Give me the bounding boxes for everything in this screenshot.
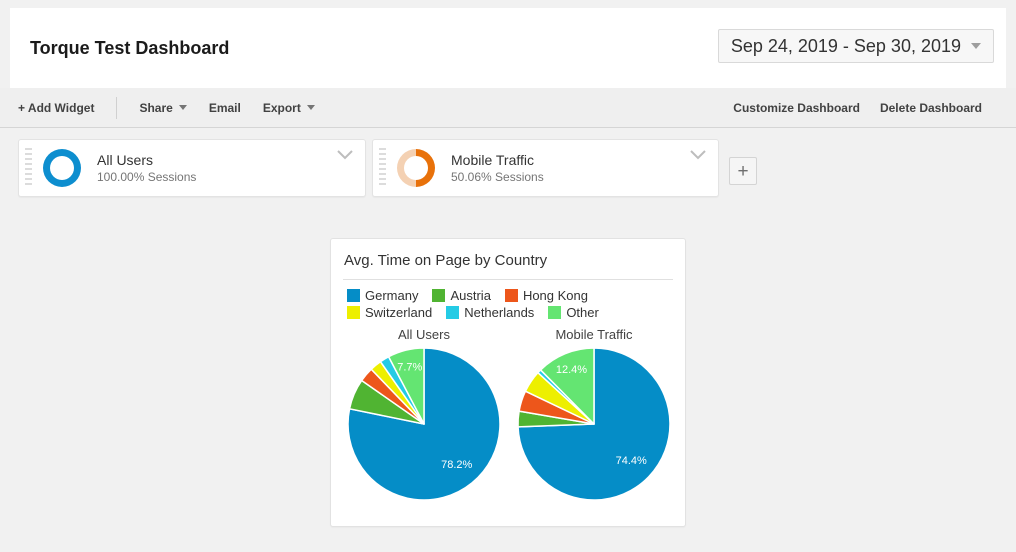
legend-label: Germany [365, 288, 419, 303]
segment-sessions: 100.00% Sessions [97, 170, 197, 184]
pie-chart-all-users[interactable]: 78.2% 7.7% [346, 346, 502, 502]
segment-name: Mobile Traffic [451, 152, 534, 168]
segment-donut-icon [397, 149, 435, 187]
legend-label: Switzerland [365, 305, 433, 320]
date-range-text: Sep 24, 2019 - Sep 30, 2019 [730, 35, 961, 56]
chevron-down-icon[interactable] [688, 147, 708, 161]
caret-down-icon [178, 105, 187, 110]
dashboard-toolbar: + Add Widget Share Email Export Customiz… [0, 88, 1016, 128]
legend-label: Netherlands [464, 305, 535, 320]
widget-avg-time-on-page: Avg. Time on Page by Country Germany Aus… [330, 238, 686, 527]
add-widget-button[interactable]: + Add Widget [18, 100, 95, 115]
caret-down-icon [971, 43, 981, 49]
legend-item-hong-kong: Hong Kong [504, 288, 588, 303]
add-segment-button[interactable]: + [729, 157, 757, 185]
pie-subtitle-mobile-traffic: Mobile Traffic [555, 327, 633, 342]
plus-icon: + [737, 160, 749, 182]
donut-hole [404, 156, 428, 180]
page-title: Torque Test Dashboard [30, 37, 230, 58]
legend-item-netherlands: Netherlands [446, 305, 534, 320]
chart-legend: Germany Austria Hong Kong Switzerland Ne… [331, 280, 685, 320]
widget-divider [343, 279, 673, 280]
segment-card-all-users[interactable]: All Users 100.00% Sessions [18, 139, 366, 197]
svg-text:12.4%: 12.4% [556, 364, 587, 376]
share-menu-button[interactable]: Share [139, 100, 187, 115]
drag-handle-icon[interactable] [25, 148, 32, 188]
svg-text:7.7%: 7.7% [397, 361, 422, 373]
export-label: Export [262, 100, 301, 115]
legend-item-switzerland: Switzerland [347, 305, 432, 320]
segment-donut-icon [43, 149, 81, 187]
legend-label: Other [566, 305, 599, 320]
toolbar-divider [116, 96, 118, 119]
segment-sessions: 50.06% Sessions [451, 170, 544, 184]
customize-dashboard-button[interactable]: Customize Dashboard [733, 100, 860, 115]
delete-dashboard-button[interactable]: Delete Dashboard [879, 100, 982, 115]
legend-label: Hong Kong [522, 288, 588, 303]
donut-hole [50, 156, 74, 180]
legend-swatch [347, 306, 360, 319]
email-button[interactable]: Email [208, 100, 241, 115]
export-menu-button[interactable]: Export [263, 101, 315, 115]
legend-swatch [446, 306, 460, 319]
share-label: Share [139, 100, 173, 115]
date-range-selector[interactable]: Sep 24, 2019 - Sep 30, 2019 [717, 29, 994, 63]
pie-chart-mobile-traffic[interactable]: 74.4% 12.4% [516, 346, 672, 502]
legend-swatch [504, 289, 518, 302]
legend-label: Austria [450, 288, 491, 303]
chevron-down-icon[interactable] [335, 147, 355, 161]
legend-item-germany: Germany [347, 288, 418, 303]
drag-handle-icon[interactable] [379, 148, 386, 188]
svg-text:74.4%: 74.4% [616, 455, 647, 467]
legend-item-austria: Austria [432, 288, 491, 303]
legend-swatch [548, 306, 562, 319]
legend-item-other: Other [548, 305, 599, 320]
segment-card-mobile-traffic[interactable]: Mobile Traffic 50.06% Sessions [372, 139, 719, 197]
svg-text:78.2%: 78.2% [441, 459, 472, 471]
segment-name: All Users [97, 152, 154, 168]
pie-subtitle-all-users: All Users [397, 327, 450, 342]
widget-title: Avg. Time on Page by Country [344, 252, 548, 269]
dashboard-header: Torque Test Dashboard Sep 24, 2019 - Sep… [10, 8, 1006, 88]
legend-swatch [432, 289, 446, 302]
caret-down-icon [306, 105, 315, 110]
legend-swatch [347, 289, 360, 302]
